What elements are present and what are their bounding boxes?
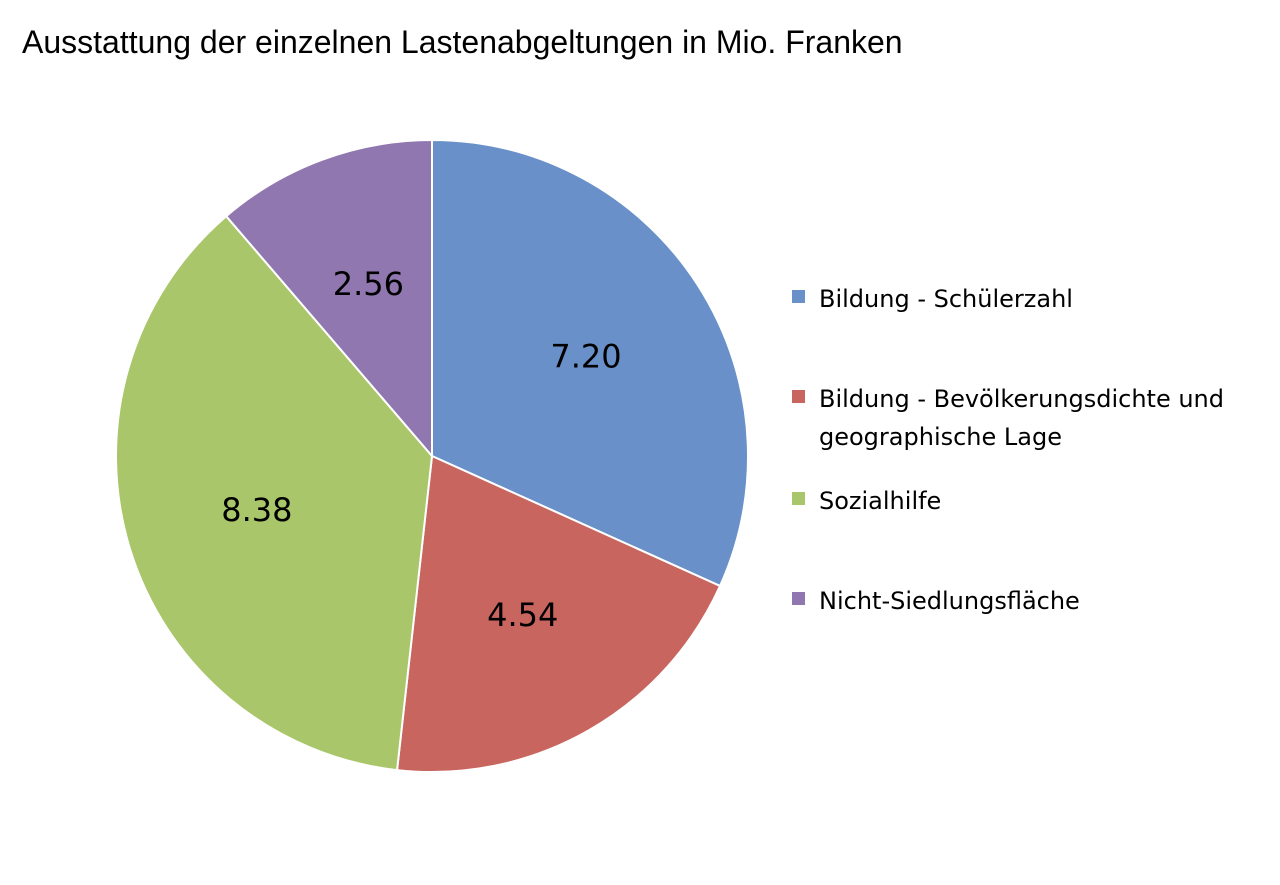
pie-data-labels: 7.20 4.54 8.38 2.56: [221, 265, 621, 634]
legend-item-bildung-schuelerzahl: Bildung - Schülerzahl: [792, 280, 1239, 318]
pie-slice-sozialhilfe: [115, 214, 434, 772]
chart-title: Ausstattung der einzelnen Lastenabgeltun…: [22, 24, 903, 60]
pie-slice-bildung-bevoelkerungsdichte-und-geographische-lage: [395, 454, 722, 773]
legend-label: Bildung - Bevölkerungsdichte und geograp…: [819, 385, 1224, 451]
data-label-sozialhilfe: 8.38: [221, 491, 292, 529]
legend-swatch: [792, 492, 805, 505]
legend-swatch: [792, 390, 805, 403]
pie-slices: [115, 138, 749, 773]
legend-item-bildung-bevoelkerungsdichte: Bildung - Bevölkerungsdichte und geograp…: [792, 380, 1239, 456]
legend-swatch: [792, 290, 805, 303]
legend-label: Nicht-Siedlungsfläche: [819, 587, 1080, 615]
legend-label: Bildung - Schülerzahl: [819, 285, 1073, 313]
legend-item-nicht-siedlungsflaeche: Nicht-Siedlungsfläche: [792, 582, 1239, 620]
data-label-bildung-schuelerzahl: 7.20: [550, 338, 621, 376]
pie-slice-bildung-schuelerzahl: [431, 138, 749, 588]
data-label-bildung-bevoelkerungsdichte-und-geographische-lage: 4.54: [487, 596, 558, 634]
data-label-nicht-siedlungsflaeche: 2.56: [333, 265, 404, 303]
legend-label: Sozialhilfe: [819, 487, 942, 515]
pie-slice-nicht-siedlungsflaeche: [224, 138, 433, 459]
legend-swatch: [792, 592, 805, 605]
legend-item-sozialhilfe: Sozialhilfe: [792, 482, 1239, 520]
